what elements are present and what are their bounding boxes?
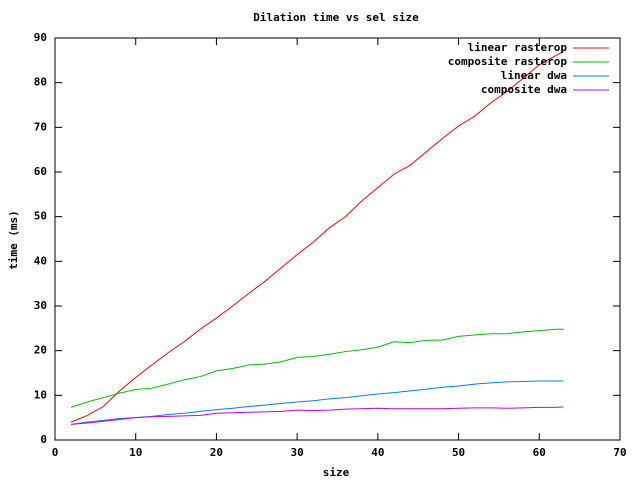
legend-label: linear rasterop bbox=[468, 41, 568, 54]
y-tick-label: 30 bbox=[34, 299, 47, 312]
x-axis-label: size bbox=[323, 466, 350, 479]
x-tick-label: 10 bbox=[129, 446, 142, 459]
x-tick-label: 30 bbox=[291, 446, 304, 459]
y-tick-label: 80 bbox=[34, 76, 47, 89]
plot-frame bbox=[54, 37, 621, 441]
x-tick-label: 20 bbox=[210, 446, 223, 459]
legend-label: linear dwa bbox=[501, 69, 567, 82]
y-tick-label: 20 bbox=[34, 344, 47, 357]
y-tick-label: 70 bbox=[34, 120, 47, 133]
series-line bbox=[71, 380, 564, 425]
y-axis-label: time (ms) bbox=[7, 210, 20, 270]
y-tick-label: 40 bbox=[34, 254, 47, 267]
y-tick-label: 10 bbox=[34, 388, 47, 401]
y-tick-label: 60 bbox=[34, 165, 47, 178]
series-line bbox=[70, 50, 564, 423]
legend-label: composite dwa bbox=[481, 83, 567, 96]
x-tick-label: 50 bbox=[452, 446, 465, 459]
x-tick-label: 60 bbox=[533, 446, 546, 459]
series-line bbox=[71, 406, 564, 425]
legend-label: composite rasterop bbox=[448, 55, 568, 68]
y-tick-label: 90 bbox=[34, 31, 47, 44]
x-tick-label: 70 bbox=[613, 446, 626, 459]
x-tick-label: 40 bbox=[371, 446, 384, 459]
series-line bbox=[70, 328, 564, 408]
y-tick-label: 0 bbox=[40, 433, 47, 446]
x-tick-label: 0 bbox=[52, 446, 59, 459]
chart-title: Dilation time vs sel size bbox=[253, 11, 419, 24]
y-tick-label: 50 bbox=[34, 210, 47, 223]
